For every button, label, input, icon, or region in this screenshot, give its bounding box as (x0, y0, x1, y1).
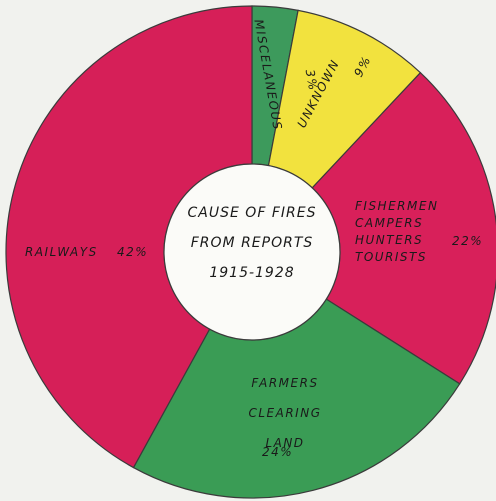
value-label: 24% (262, 445, 294, 459)
slice-label: RAILWAYS (25, 245, 98, 259)
value-label: 42% (117, 245, 149, 259)
slice-label: FISHERMEN CAMPERS HUNTERS TOURISTS (355, 199, 439, 264)
value-label: 22% (452, 234, 484, 248)
slice-label: FARMERS CLEARING LAND (248, 376, 322, 450)
center-hole (163, 163, 341, 341)
chart-title: CAUSE OF FIRES FROM REPORTS 1915-1928 (187, 205, 317, 281)
